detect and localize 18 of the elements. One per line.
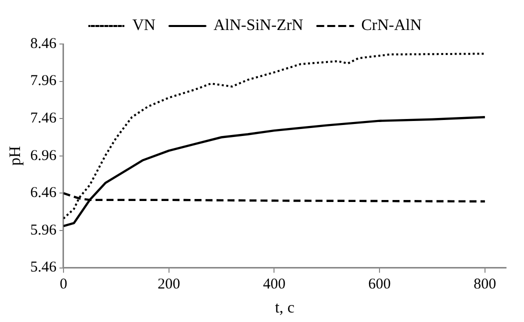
line-series [63, 52, 486, 220]
x-tick-label: 0 [60, 276, 68, 293]
y-tick-label: 6.96 [30, 148, 57, 164]
legend-label: CrN-AlN [361, 17, 422, 34]
y-axis-title: pH [6, 146, 24, 166]
y-tick-label: 5.46 [30, 260, 57, 276]
y-tick-label: 8.46 [30, 36, 57, 52]
x-tick-label: 200 [158, 276, 180, 293]
legend-label: AlN-SiN-ZrN [213, 17, 304, 34]
y-tick-label: 7.46 [30, 110, 57, 127]
y-tick-label: 7.96 [30, 73, 57, 90]
x-axis-title: t, c [274, 300, 294, 317]
y-tick-label: 6.46 [30, 185, 57, 202]
x-tick-label: 400 [262, 276, 286, 293]
x-tick-label: 600 [368, 276, 391, 293]
x-tick-label: 800 [474, 276, 496, 293]
legend-label: VN [132, 17, 156, 34]
y-tick-label: 5.96 [30, 222, 57, 238]
